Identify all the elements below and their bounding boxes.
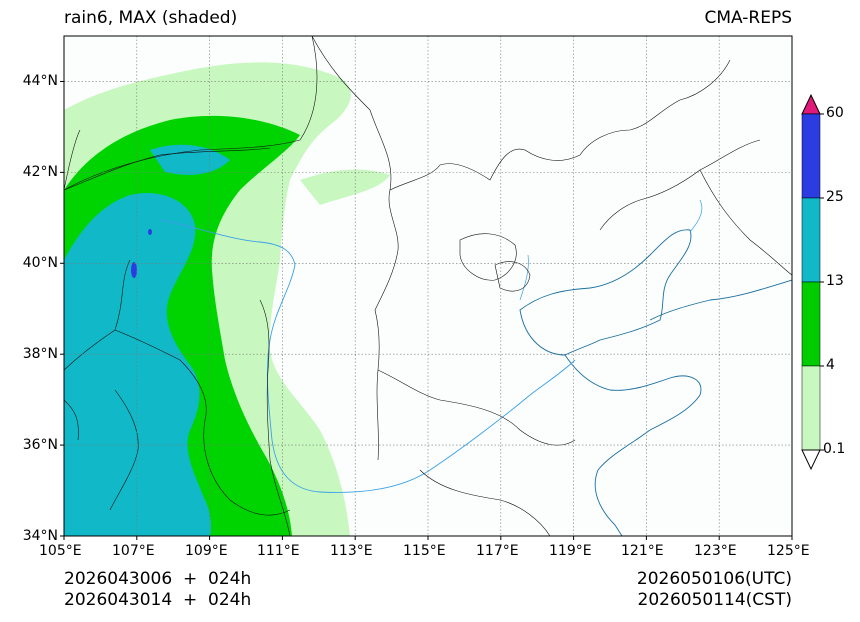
lat-label-38: 38°N [22, 346, 58, 362]
bohai-coastline [519, 229, 692, 356]
national-border [64, 147, 271, 191]
colorbar-label-4: 4 [826, 357, 835, 373]
rain-band-blue-small [148, 229, 152, 235]
colorbar-label-60: 60 [826, 105, 844, 121]
lon-label-123: 123°E [694, 543, 737, 559]
lon-label-109: 109°E [185, 543, 228, 559]
lon-label-113: 113°E [330, 543, 373, 559]
init-time-cst: 2026043014 + 024h [64, 590, 252, 610]
axis-ticks [60, 80, 793, 540]
colorbar-seg-0.1-4 [801, 365, 821, 451]
valid-time-utc: 2026050106(UTC) [636, 569, 792, 589]
init-time-utc: 2026043006 + 024h [64, 569, 252, 589]
lat-label-34: 34°N [22, 528, 58, 544]
lon-label-121: 121°E [621, 543, 664, 559]
river-north [519, 254, 529, 301]
lat-label-40: 40°N [22, 255, 58, 271]
rain-band-cyan-patch [150, 144, 230, 175]
colorbar-label-25: 25 [826, 189, 844, 205]
colorbar-label-13: 13 [826, 273, 844, 289]
rain-band-blue [131, 262, 137, 278]
rain-band-light-patch [300, 169, 390, 205]
map-title: rain6, MAX (shaded) [64, 8, 238, 28]
lon-label-117: 117°E [476, 543, 519, 559]
shandong-coastline [564, 354, 702, 536]
province-borders [64, 36, 792, 536]
lat-label-44: 44°N [22, 73, 58, 89]
lat-label-42: 42°N [22, 164, 58, 180]
grid-lines [64, 36, 792, 536]
lat-label-36: 36°N [22, 437, 58, 453]
colorbar-seg-4-13 [801, 281, 821, 367]
lon-label-119: 119°E [549, 543, 592, 559]
river-liao [689, 199, 703, 233]
colorbar-label-0.1: 0.1 [823, 441, 846, 457]
lon-label-111: 111°E [257, 543, 300, 559]
colorbar [801, 93, 824, 471]
lon-label-105: 105°E [39, 543, 82, 559]
liaodong-coastline [649, 279, 792, 321]
colorbar-seg-25-60 [801, 113, 821, 199]
model-name: CMA-REPS [704, 8, 792, 28]
lon-label-125: 125°E [767, 543, 810, 559]
yellow-river [159, 219, 576, 493]
rain-shading [64, 36, 792, 536]
colorbar-extend-bottom [801, 449, 821, 471]
lon-label-107: 107°E [112, 543, 155, 559]
rain-band-cyan [64, 193, 212, 536]
colorbar-extend-top [801, 93, 821, 115]
lon-label-115: 115°E [403, 543, 446, 559]
colorbar-seg-13-25 [801, 197, 821, 283]
valid-time-cst: 2026050114(CST) [637, 590, 792, 610]
